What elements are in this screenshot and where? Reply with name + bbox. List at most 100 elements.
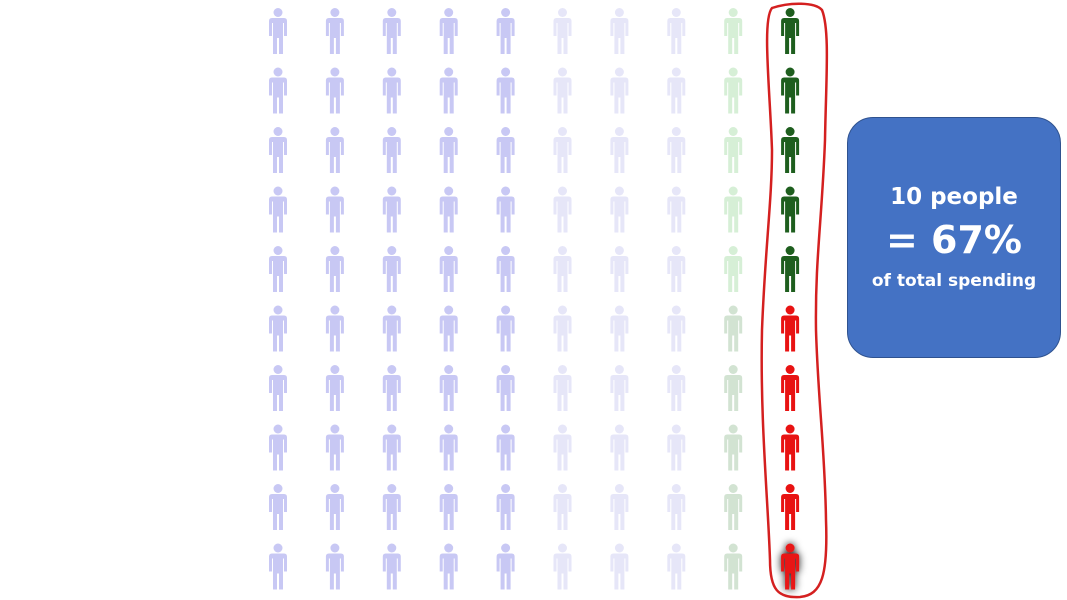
person-icon	[325, 424, 344, 471]
person-icon	[496, 186, 515, 233]
person-icon	[724, 67, 743, 114]
person-icon	[610, 186, 629, 233]
person-icon	[553, 67, 572, 114]
person-icon	[553, 484, 572, 530]
person-icon	[325, 8, 344, 54]
person-icon	[325, 186, 344, 233]
person-icon	[439, 305, 458, 352]
person-icon	[667, 305, 686, 352]
person-icon	[781, 246, 800, 292]
person-icon	[269, 424, 287, 471]
callout-percentage: = 67%	[885, 218, 1023, 262]
person-icon	[382, 484, 401, 530]
person-icon	[724, 484, 743, 530]
person-icon	[724, 305, 743, 352]
person-icon	[496, 424, 515, 471]
person-icon	[781, 365, 800, 411]
person-icon	[553, 127, 572, 173]
person-icon	[667, 8, 686, 54]
person-icon	[439, 424, 458, 471]
person-icon	[382, 8, 401, 54]
person-icon	[382, 186, 401, 233]
person-icon	[781, 305, 800, 352]
person-icon	[496, 484, 515, 530]
person-icon	[439, 365, 458, 411]
person-icon	[496, 8, 515, 54]
person-icon	[610, 424, 629, 471]
person-icon	[610, 543, 629, 590]
callout-count: 10 people	[890, 184, 1018, 210]
person-icon	[325, 365, 344, 411]
person-icon	[553, 186, 572, 233]
person-icon	[610, 127, 629, 173]
person-icon	[496, 67, 515, 114]
person-icon	[667, 67, 686, 114]
person-icon	[382, 424, 401, 471]
person-icon	[325, 484, 344, 530]
person-icon	[382, 365, 401, 411]
person-icon	[325, 246, 344, 292]
person-icon	[781, 543, 800, 590]
person-icon	[439, 67, 458, 114]
person-icon	[439, 127, 458, 173]
person-icon	[667, 246, 686, 292]
person-icon	[553, 8, 572, 54]
person-icon	[439, 8, 458, 54]
person-icon	[724, 543, 743, 590]
person-icon	[667, 127, 686, 173]
person-icon	[496, 246, 515, 292]
person-icon	[553, 246, 572, 292]
person-icon	[667, 543, 686, 590]
person-icon	[667, 365, 686, 411]
person-icon	[325, 127, 344, 173]
person-icon	[553, 365, 572, 411]
person-icon	[553, 305, 572, 352]
person-icon	[553, 424, 572, 471]
person-icon	[269, 246, 287, 292]
person-icon	[781, 8, 800, 54]
person-icon	[610, 305, 629, 352]
person-icon	[724, 186, 743, 233]
callout-box: 10 people = 67% of total spending	[847, 117, 1061, 358]
person-icon	[325, 543, 344, 590]
person-icon	[781, 186, 800, 233]
person-icon	[610, 484, 629, 530]
person-icon	[610, 67, 629, 114]
highlight-outline	[760, 2, 829, 599]
person-icon	[269, 365, 287, 411]
person-icon	[269, 186, 287, 233]
person-icon	[724, 424, 743, 471]
callout-caption: of total spending	[871, 271, 1037, 291]
person-icon	[610, 8, 629, 54]
person-icon	[269, 484, 287, 530]
person-icon	[382, 127, 401, 173]
person-icon	[269, 67, 287, 114]
person-icon	[496, 543, 515, 590]
person-icon	[439, 246, 458, 292]
person-icon	[269, 305, 287, 352]
person-icon	[724, 8, 743, 54]
person-icon	[724, 246, 743, 292]
person-icon	[781, 127, 800, 173]
person-icon	[724, 127, 743, 173]
person-icon	[439, 543, 458, 590]
person-icon	[667, 186, 686, 233]
person-icon	[553, 543, 572, 590]
person-icon	[781, 67, 800, 114]
person-icon	[496, 365, 515, 411]
person-icon	[610, 365, 629, 411]
person-icon	[439, 186, 458, 233]
person-icon	[269, 8, 287, 54]
person-icon	[269, 127, 287, 173]
person-icon	[496, 127, 515, 173]
person-icon	[382, 246, 401, 292]
person-icon	[667, 424, 686, 471]
person-icon	[610, 246, 629, 292]
person-icon	[382, 67, 401, 114]
person-icon	[781, 484, 800, 530]
person-icon	[724, 365, 743, 411]
person-icon	[781, 424, 800, 471]
person-icon	[382, 305, 401, 352]
person-icon	[382, 543, 401, 590]
